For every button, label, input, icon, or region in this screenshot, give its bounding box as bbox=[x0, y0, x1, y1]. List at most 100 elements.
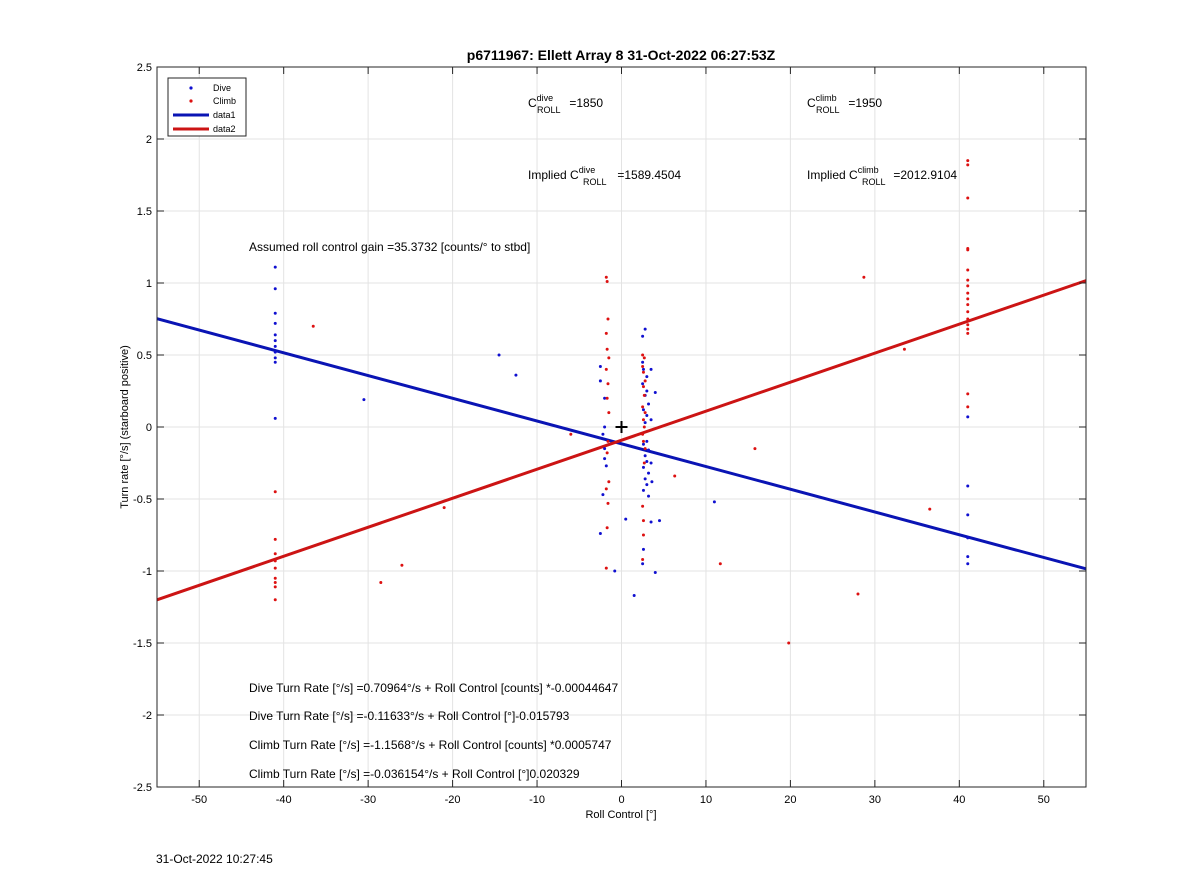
climb-point bbox=[642, 393, 646, 397]
dive-point bbox=[712, 500, 716, 504]
climb-point bbox=[273, 576, 277, 580]
dive-point bbox=[362, 398, 366, 402]
dive-point bbox=[273, 321, 277, 325]
climb-point bbox=[966, 323, 970, 327]
dive-point bbox=[598, 365, 602, 369]
dive-point bbox=[641, 547, 645, 551]
annotation-c-dive: Cdive ROLL =1850 bbox=[528, 93, 603, 115]
dive-point bbox=[598, 379, 602, 383]
climb-point bbox=[641, 504, 645, 508]
dive-point bbox=[641, 334, 645, 338]
dive-point bbox=[632, 593, 636, 597]
climb-point bbox=[966, 268, 970, 272]
climb-point bbox=[641, 519, 645, 523]
dive-point bbox=[273, 344, 277, 348]
climb-point bbox=[607, 356, 611, 360]
dive-point bbox=[649, 418, 653, 422]
annotation-eq4: Climb Turn Rate [°/s] =-0.036154°/s + Ro… bbox=[249, 767, 580, 781]
climb-point bbox=[607, 411, 611, 415]
dive-point bbox=[647, 494, 651, 498]
climb-point bbox=[606, 317, 610, 321]
y-tick-label: 1.5 bbox=[137, 206, 152, 218]
dive-point bbox=[641, 488, 645, 492]
dive-point bbox=[273, 265, 277, 269]
climb-point bbox=[605, 347, 609, 351]
climb-point bbox=[641, 365, 645, 369]
dive-point bbox=[649, 367, 653, 371]
dive-point bbox=[641, 465, 645, 469]
dive-point bbox=[645, 413, 649, 417]
climb-point bbox=[966, 392, 970, 396]
y-tick-label: -2 bbox=[142, 710, 152, 722]
y-tick-label: -2.5 bbox=[133, 782, 152, 794]
dive-point bbox=[641, 562, 645, 566]
dive-point bbox=[603, 425, 607, 429]
dive-point bbox=[613, 569, 617, 573]
climb-point bbox=[641, 439, 645, 443]
climb-point bbox=[787, 641, 791, 645]
climb-point bbox=[643, 411, 647, 415]
dive-point bbox=[273, 360, 277, 364]
x-tick-label: 40 bbox=[953, 794, 965, 806]
climb-point bbox=[643, 447, 647, 451]
y-tick-label: 0.5 bbox=[137, 350, 152, 362]
dive-point bbox=[647, 471, 651, 475]
fit-lines bbox=[156, 279, 1087, 602]
legend-data1-label: data1 bbox=[213, 110, 236, 120]
y-tick-label: -0.5 bbox=[133, 494, 152, 506]
climb-point bbox=[273, 566, 277, 570]
chart-title: p6711967: Ellett Array 8 31-Oct-2022 06:… bbox=[467, 47, 776, 63]
x-tick-label: -30 bbox=[360, 794, 376, 806]
dive-point bbox=[650, 480, 654, 484]
x-tick-label: -50 bbox=[191, 794, 207, 806]
climb-point bbox=[604, 275, 608, 279]
climb-point bbox=[966, 303, 970, 307]
climb-point bbox=[641, 432, 645, 436]
climb-point bbox=[966, 248, 970, 252]
climb-point bbox=[643, 379, 647, 383]
dive-point bbox=[649, 461, 653, 465]
legend-climb-label: Climb bbox=[213, 96, 236, 106]
climb-point bbox=[379, 581, 383, 585]
dive-point bbox=[603, 457, 607, 461]
climb-point bbox=[966, 284, 970, 288]
x-tick-label: 50 bbox=[1038, 794, 1050, 806]
climb-point bbox=[641, 405, 645, 409]
y-tick-label: 0 bbox=[146, 422, 152, 434]
annotation-implied-climb: Implied Cclimb ROLL =2012.9104 bbox=[807, 165, 957, 187]
dive-point bbox=[658, 519, 662, 523]
climb-point bbox=[753, 447, 757, 451]
climb-point bbox=[604, 487, 608, 491]
climb-point bbox=[642, 461, 646, 465]
annotation-eq3: Climb Turn Rate [°/s] =-1.1568°/s + Roll… bbox=[249, 738, 612, 752]
climb-point bbox=[642, 425, 646, 429]
climb-point bbox=[718, 562, 722, 566]
annotation-implied-dive: Implied Cdive ROLL =1589.4504 bbox=[528, 165, 681, 187]
x-tick-label: 0 bbox=[618, 794, 624, 806]
climb-point bbox=[966, 196, 970, 200]
origin-marker bbox=[615, 421, 628, 433]
climb-point bbox=[273, 585, 277, 589]
dive-point bbox=[647, 448, 651, 452]
dive-point bbox=[653, 570, 657, 574]
climb-point bbox=[273, 559, 277, 563]
dive-point bbox=[273, 311, 277, 315]
dive-point bbox=[653, 390, 657, 394]
dive-point bbox=[643, 327, 647, 331]
dive-point bbox=[604, 464, 608, 468]
climb-point bbox=[966, 297, 970, 301]
dive-point bbox=[641, 367, 645, 371]
climb-point bbox=[569, 432, 573, 436]
dive-point bbox=[273, 350, 277, 354]
legend-data2-label: data2 bbox=[213, 124, 236, 134]
climb-point bbox=[604, 566, 608, 570]
climb-point bbox=[273, 552, 277, 556]
climb-point bbox=[642, 356, 646, 360]
climb-point bbox=[606, 501, 610, 505]
x-tick-label: -10 bbox=[529, 794, 545, 806]
annotation-gain: Assumed roll control gain =35.3732 [coun… bbox=[249, 240, 530, 254]
climb-point bbox=[966, 163, 970, 167]
climb-point bbox=[273, 581, 277, 585]
dive-point bbox=[647, 402, 651, 406]
x-tick-label: -20 bbox=[445, 794, 461, 806]
